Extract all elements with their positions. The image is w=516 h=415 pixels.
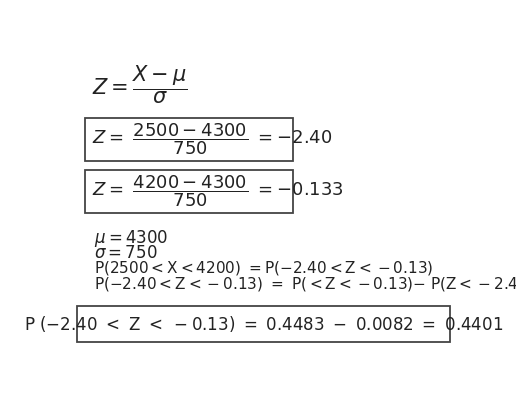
Text: $\mathrm{P(-2.40{<}Z{<}-0.13)\ {=}\ P({<}Z{<}-0.13){-}\ P(Z{<}-2.40)}$: $\mathrm{P(-2.40{<}Z{<}-0.13)\ {=}\ P({<… [94, 275, 516, 293]
Text: $Z{=}\ \dfrac{2500-4300}{750}\ {=}{-}2.40$: $Z{=}\ \dfrac{2500-4300}{750}\ {=}{-}2.4… [92, 121, 333, 157]
Text: $Z{=}\ \dfrac{4200-4300}{750}\ {=}{-}0.133$: $Z{=}\ \dfrac{4200-4300}{750}\ {=}{-}0.1… [92, 173, 344, 209]
Text: $\mu = 4300$: $\mu = 4300$ [94, 228, 168, 249]
FancyBboxPatch shape [77, 306, 450, 342]
Text: $Z = \dfrac{X-\mu}{\sigma}$: $Z = \dfrac{X-\mu}{\sigma}$ [92, 63, 187, 106]
FancyBboxPatch shape [85, 117, 293, 161]
Text: $\sigma = 750$: $\sigma = 750$ [94, 244, 157, 262]
FancyBboxPatch shape [85, 170, 293, 213]
Text: $\mathrm{P\ (-2.40\ <\ Z\ <\ -0.13)\ =\ 0.4483\ -\ 0.0082\ =\ 0.4401}$: $\mathrm{P\ (-2.40\ <\ Z\ <\ -0.13)\ =\ … [24, 314, 503, 334]
Text: $\mathrm{P(2500{<}X{<}4200)\ {=}P(-2.40{<}Z{<}-0.13)}$: $\mathrm{P(2500{<}X{<}4200)\ {=}P(-2.40{… [94, 259, 433, 277]
